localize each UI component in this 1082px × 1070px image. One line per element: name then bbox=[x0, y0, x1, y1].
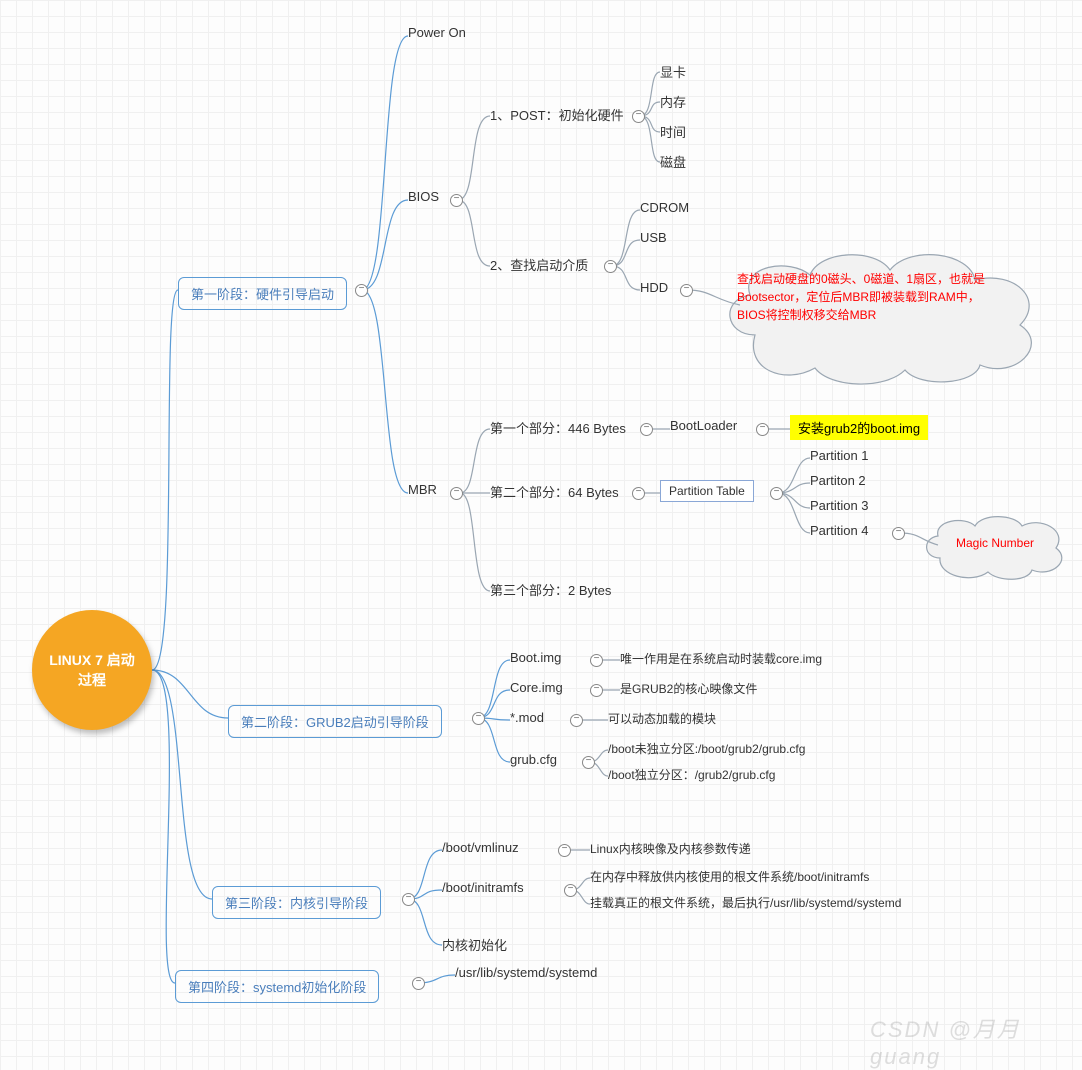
node-s2-item[interactable]: Boot.img bbox=[510, 650, 561, 665]
collapse-icon[interactable] bbox=[632, 487, 645, 500]
node-bios-post[interactable]: 1、POST：初始化硬件 bbox=[490, 105, 624, 124]
node-s3-note: 挂载真正的根文件系统，最后执行/usr/lib/systemd/systemd bbox=[590, 894, 901, 911]
node-mbr[interactable]: MBR bbox=[408, 482, 437, 497]
node-bios[interactable]: BIOS bbox=[408, 189, 439, 204]
collapse-icon[interactable] bbox=[582, 756, 595, 769]
collapse-icon[interactable] bbox=[472, 712, 485, 725]
collapse-icon[interactable] bbox=[892, 527, 905, 540]
node-boot-item[interactable]: CDROM bbox=[640, 200, 689, 215]
node-s2-note: /boot未独立分区:/boot/grub2/grub.cfg bbox=[608, 740, 805, 757]
stage-1[interactable]: 第一阶段：硬件引导启动 bbox=[178, 277, 347, 310]
node-s2-item[interactable]: Core.img bbox=[510, 680, 563, 695]
node-boot-item[interactable]: USB bbox=[640, 230, 667, 245]
root-node[interactable]: LINUX 7 启动过程 bbox=[32, 610, 152, 730]
stage-1-label: 第一阶段：硬件引导启动 bbox=[191, 287, 334, 302]
collapse-icon[interactable] bbox=[412, 977, 425, 990]
stage-4-label: 第四阶段：systemd初始化阶段 bbox=[188, 980, 366, 995]
node-s2-note: 可以动态加载的模块 bbox=[608, 710, 716, 727]
stage-3[interactable]: 第三阶段：内核引导阶段 bbox=[212, 886, 381, 919]
collapse-icon[interactable] bbox=[450, 194, 463, 207]
node-grub-bootimg-highlight: 安装grub2的boot.img bbox=[790, 415, 928, 440]
stage-2[interactable]: 第二阶段：GRUB2启动引导阶段 bbox=[228, 705, 442, 738]
collapse-icon[interactable] bbox=[632, 110, 645, 123]
node-s3-note: Linux内核映像及内核参数传递 bbox=[590, 840, 751, 857]
collapse-icon[interactable] bbox=[770, 487, 783, 500]
collapse-icon[interactable] bbox=[402, 893, 415, 906]
node-s3-item[interactable]: /boot/initramfs bbox=[442, 880, 524, 895]
node-s2-item[interactable]: *.mod bbox=[510, 710, 544, 725]
root-label: LINUX 7 启动过程 bbox=[44, 650, 140, 690]
node-partition[interactable]: Partiton 2 bbox=[810, 473, 866, 488]
node-post-item[interactable]: 显卡 bbox=[660, 62, 686, 81]
cloud-text: Magic Number bbox=[920, 510, 1070, 576]
cloud-hdd-note: 查找启动硬盘的0磁头、0磁道、1扇区，也就是Bootsector，定位后MBR即… bbox=[715, 240, 1045, 385]
node-s3-item[interactable]: 内核初始化 bbox=[442, 935, 507, 954]
cloud-magic-number: Magic Number bbox=[920, 510, 1070, 580]
node-power-on[interactable]: Power On bbox=[408, 25, 466, 40]
node-boot-item[interactable]: HDD bbox=[640, 280, 668, 295]
node-mbr-p3[interactable]: 第三个部分：2 Bytes bbox=[490, 580, 611, 599]
collapse-icon[interactable] bbox=[590, 654, 603, 667]
node-post-item[interactable]: 磁盘 bbox=[660, 152, 686, 171]
collapse-icon[interactable] bbox=[355, 284, 368, 297]
collapse-icon[interactable] bbox=[680, 284, 693, 297]
collapse-icon[interactable] bbox=[570, 714, 583, 727]
node-partition[interactable]: Partition 4 bbox=[810, 523, 869, 538]
node-partition[interactable]: Partition 3 bbox=[810, 498, 869, 513]
collapse-icon[interactable] bbox=[756, 423, 769, 436]
collapse-icon[interactable] bbox=[450, 487, 463, 500]
node-partition[interactable]: Partition 1 bbox=[810, 448, 869, 463]
node-bios-boot[interactable]: 2、查找启动介质 bbox=[490, 255, 588, 274]
collapse-icon[interactable] bbox=[590, 684, 603, 697]
node-post-item[interactable]: 时间 bbox=[660, 122, 686, 141]
watermark: CSDN @月月guang bbox=[870, 1012, 1082, 1070]
collapse-icon[interactable] bbox=[558, 844, 571, 857]
node-mbr-p1[interactable]: 第一个部分：446 Bytes bbox=[490, 418, 626, 437]
node-s2-note: 是GRUB2的核心映像文件 bbox=[620, 680, 757, 697]
collapse-icon[interactable] bbox=[604, 260, 617, 273]
stage-2-label: 第二阶段：GRUB2启动引导阶段 bbox=[241, 715, 429, 730]
node-s3-note: 在内存中释放供内核使用的根文件系统/boot/initramfs bbox=[590, 868, 869, 885]
cloud-text: 查找启动硬盘的0磁头、0磁道、1扇区，也就是Bootsector，定位后MBR即… bbox=[715, 240, 1015, 354]
node-post-item[interactable]: 内存 bbox=[660, 92, 686, 111]
collapse-icon[interactable] bbox=[640, 423, 653, 436]
node-s4-item[interactable]: /usr/lib/systemd/systemd bbox=[455, 965, 597, 980]
node-s2-note: 唯一作用是在系统启动时装载core.img bbox=[620, 650, 822, 667]
node-partition-table[interactable]: Partition Table bbox=[660, 480, 754, 502]
node-s2-note: /boot独立分区：/grub2/grub.cfg bbox=[608, 766, 775, 783]
stage-3-label: 第三阶段：内核引导阶段 bbox=[225, 896, 368, 911]
node-bootloader[interactable]: BootLoader bbox=[670, 418, 737, 433]
node-s2-item[interactable]: grub.cfg bbox=[510, 752, 557, 767]
collapse-icon[interactable] bbox=[564, 884, 577, 897]
node-s3-item[interactable]: /boot/vmlinuz bbox=[442, 840, 519, 855]
node-mbr-p2[interactable]: 第二个部分：64 Bytes bbox=[490, 482, 619, 501]
stage-4[interactable]: 第四阶段：systemd初始化阶段 bbox=[175, 970, 379, 1003]
